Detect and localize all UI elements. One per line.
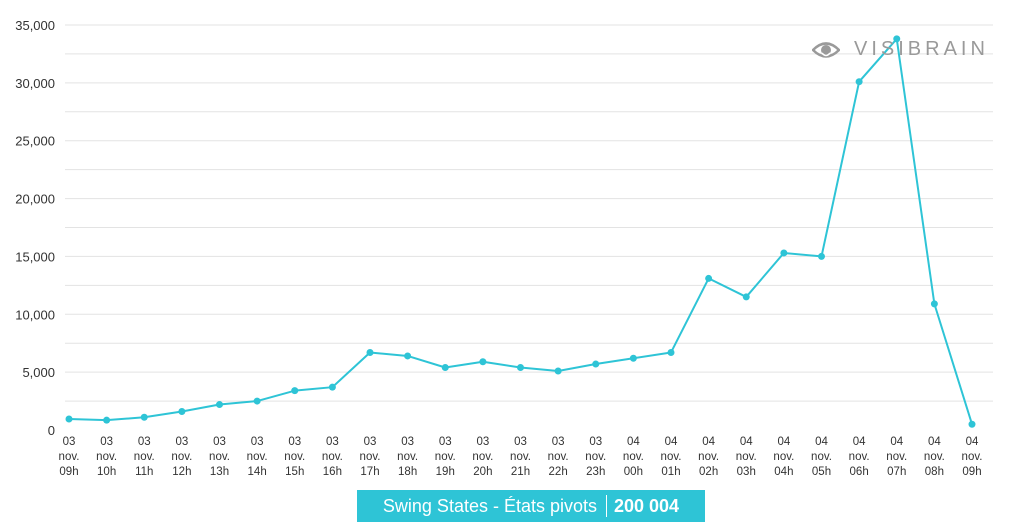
watermark-brand: VISIBRAIN bbox=[854, 38, 989, 60]
data-point[interactable] bbox=[780, 249, 788, 257]
data-point[interactable] bbox=[855, 78, 863, 86]
data-point[interactable] bbox=[554, 367, 562, 375]
data-point[interactable] bbox=[968, 420, 976, 428]
x-tick-label: 03 nov. 10h bbox=[96, 436, 117, 478]
legend-label: Swing States - États pivots bbox=[382, 495, 597, 516]
x-tick-label: 04 nov. 05h bbox=[811, 436, 832, 478]
x-tick-label: 03 nov. 16h bbox=[322, 436, 343, 478]
y-tick-label: 30,000 bbox=[15, 76, 55, 91]
x-tick-label: 04 nov. 04h bbox=[773, 436, 794, 478]
x-tick-label: 04 nov. 00h bbox=[623, 436, 644, 478]
data-point[interactable] bbox=[742, 293, 750, 301]
visibrain-watermark: VISIBRAIN bbox=[812, 38, 989, 61]
data-point[interactable] bbox=[253, 397, 261, 405]
series-points bbox=[65, 35, 976, 428]
x-tick-label: 03 nov. 21h bbox=[510, 436, 531, 478]
data-point[interactable] bbox=[65, 415, 73, 423]
x-tick-label: 03 nov. 23h bbox=[585, 436, 606, 478]
x-tick-label: 03 nov. 09h bbox=[59, 436, 80, 478]
data-point[interactable] bbox=[893, 35, 901, 43]
y-tick-label: 25,000 bbox=[15, 134, 55, 149]
data-point[interactable] bbox=[629, 354, 637, 362]
eye-icon bbox=[812, 41, 840, 58]
grid-lines bbox=[65, 24, 993, 402]
x-tick-label: 04 nov. 09h bbox=[962, 436, 983, 478]
x-tick-label: 03 nov. 18h bbox=[397, 436, 418, 478]
data-point[interactable] bbox=[178, 407, 186, 415]
y-axis-ticks: 0 5,000 10,000 15,000 20,000 25,000 30,000 35,0… bbox=[15, 18, 55, 438]
data-point[interactable] bbox=[441, 364, 449, 372]
x-tick-label: 04 nov. 06h bbox=[849, 436, 870, 478]
x-tick-label: 03 nov. 19h bbox=[435, 436, 456, 478]
x-tick-label: 04 nov. 07h bbox=[886, 436, 907, 478]
data-point[interactable] bbox=[328, 383, 336, 391]
x-tick-label: 03 nov. 12h bbox=[171, 436, 192, 478]
data-point[interactable] bbox=[366, 348, 374, 356]
x-tick-label: 03 nov. 20h bbox=[472, 436, 493, 478]
x-tick-label: 04 nov. 02h bbox=[698, 436, 719, 478]
data-point[interactable] bbox=[140, 413, 148, 421]
x-tick-label: 03 nov. 15h bbox=[284, 436, 305, 478]
y-tick-label: 5,000 bbox=[22, 365, 55, 380]
data-point[interactable] bbox=[103, 416, 111, 424]
data-point[interactable] bbox=[479, 358, 487, 366]
x-tick-label: 04 nov. 03h bbox=[736, 436, 757, 478]
x-tick-label: 04 nov. 01h bbox=[661, 436, 682, 478]
y-tick-label: 20,000 bbox=[15, 192, 55, 207]
x-tick-label: 03 nov. 11h bbox=[134, 436, 155, 478]
legend-total: 200 004 bbox=[614, 495, 680, 516]
data-point[interactable] bbox=[404, 352, 412, 360]
y-tick-label: 10,000 bbox=[15, 307, 55, 322]
data-point[interactable] bbox=[667, 348, 675, 356]
data-point[interactable] bbox=[216, 401, 223, 409]
x-tick-label: 03 nov. 17h bbox=[360, 436, 381, 478]
x-axis-ticks: 03 nov. 09h 03 nov. 10h 03 nov. 11h 03 nov. 12h 03 no… bbox=[59, 436, 983, 478]
x-tick-label: 04 nov. 08h bbox=[924, 436, 945, 478]
data-point[interactable] bbox=[291, 387, 299, 395]
data-point[interactable] bbox=[592, 360, 600, 368]
y-tick-label: 15,000 bbox=[15, 249, 55, 264]
y-tick-label: 0 bbox=[48, 423, 55, 438]
legend-badge: Swing States - États pivots 200 004 bbox=[357, 490, 705, 522]
x-tick-label: 03 nov. 22h bbox=[548, 436, 569, 478]
data-point[interactable] bbox=[705, 274, 713, 282]
x-tick-label: 03 nov. 14h bbox=[247, 436, 268, 478]
data-point[interactable] bbox=[517, 364, 524, 372]
x-tick-label: 03 nov. 13h bbox=[209, 436, 230, 478]
data-point[interactable] bbox=[930, 300, 938, 308]
data-point[interactable] bbox=[818, 252, 825, 260]
y-tick-label: 35,000 bbox=[15, 18, 55, 33]
legend-separator bbox=[606, 495, 607, 517]
